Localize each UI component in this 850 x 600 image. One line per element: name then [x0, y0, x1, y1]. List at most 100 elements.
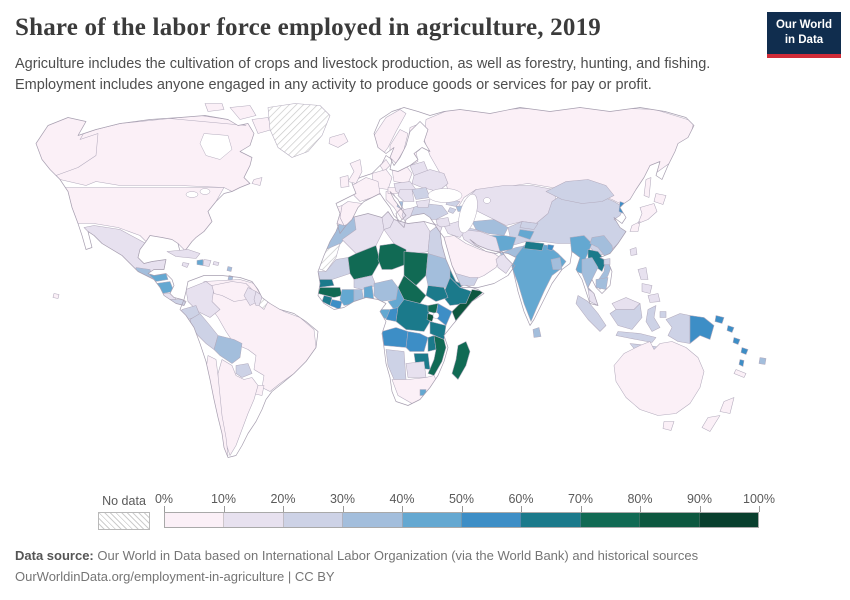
legend-tick-label: 100%: [743, 492, 775, 506]
country-lesotho[interactable]: [419, 389, 427, 396]
country-ukraine[interactable]: [411, 169, 449, 192]
country-denmark[interactable]: [379, 159, 391, 172]
country-south-korea[interactable]: [625, 215, 635, 226]
country-canada-newfoundland[interactable]: [251, 177, 263, 186]
legend-segment-90-100%[interactable]: [699, 513, 759, 527]
country-venezuela[interactable]: [211, 281, 253, 302]
country-ghana[interactable]: [353, 289, 365, 304]
country-finland[interactable]: [407, 123, 427, 156]
legend-segment-0-10%[interactable]: [165, 513, 225, 527]
great-lakes: [185, 191, 199, 198]
country-vanuatu[interactable]: [738, 359, 745, 367]
country-nicaragua[interactable]: [155, 281, 175, 294]
country-ireland[interactable]: [339, 175, 350, 188]
country-paraguay[interactable]: [235, 363, 253, 378]
legend-segment-80-90%[interactable]: [640, 513, 700, 527]
country-greenland[interactable]: [267, 103, 331, 158]
country-japan[interactable]: [629, 193, 667, 232]
country-nepal[interactable]: [523, 241, 545, 251]
legend-tick-mark: [640, 506, 641, 512]
country-indonesia-moluccas[interactable]: [659, 311, 667, 318]
country-indonesia-sumatra[interactable]: [575, 295, 607, 332]
data-source-line: Data source: Our World in Data based on …: [15, 546, 835, 567]
country-puerto-rico[interactable]: [212, 261, 220, 266]
country-syria[interactable]: [435, 217, 451, 228]
country-indonesia-kalimantan[interactable]: [609, 303, 643, 330]
country-australia[interactable]: [613, 341, 705, 416]
legend-tick-label: 50%: [448, 492, 475, 506]
country-zambia[interactable]: [405, 331, 429, 352]
country-uk[interactable]: [347, 159, 363, 184]
country-sri-lanka[interactable]: [532, 327, 542, 338]
country-honduras[interactable]: [149, 271, 169, 282]
country-bulgaria[interactable]: [415, 199, 431, 208]
legend-tick-mark: [759, 506, 760, 512]
country-angola[interactable]: [381, 327, 409, 348]
country-indonesia-sulawesi[interactable]: [645, 305, 661, 332]
country-guinea[interactable]: [318, 287, 343, 298]
legend-segment-30-40%[interactable]: [343, 513, 403, 527]
country-togo-benin[interactable]: [363, 285, 375, 302]
country-fiji[interactable]: [758, 357, 767, 365]
country-tajikistan[interactable]: [517, 229, 535, 240]
country-usa-hawaii[interactable]: [52, 293, 60, 299]
country-poland[interactable]: [391, 165, 413, 184]
country-madagascar[interactable]: [451, 341, 471, 380]
country-lesser-antilles[interactable]: [226, 266, 234, 281]
owid-url-line[interactable]: OurWorldinData.org/employment-in-agricul…: [15, 568, 335, 584]
country-australia-tasmania[interactable]: [662, 421, 675, 431]
country-indonesia-west-papua[interactable]: [665, 313, 691, 344]
country-chad[interactable]: [403, 251, 429, 286]
country-iceland[interactable]: [328, 133, 349, 148]
country-dominican-republic[interactable]: [202, 259, 212, 267]
owid-logo[interactable]: Our World in Data: [767, 12, 841, 58]
country-nigeria[interactable]: [373, 279, 399, 302]
country-south-africa[interactable]: [391, 375, 439, 404]
no-data-swatch[interactable]: [98, 512, 150, 530]
country-ethiopia[interactable]: [441, 277, 473, 306]
legend-segment-40-50%[interactable]: [402, 513, 463, 527]
country-papua-new-guinea[interactable]: [689, 315, 715, 344]
legend-segment-70-80%[interactable]: [580, 513, 641, 527]
country-guatemala[interactable]: [135, 267, 153, 280]
legend-tick-label: 30%: [329, 492, 356, 506]
country-mongolia[interactable]: [545, 179, 615, 204]
legend-segment-60-70%[interactable]: [521, 513, 581, 527]
country-mozambique[interactable]: [427, 335, 447, 376]
country-colombia[interactable]: [185, 281, 221, 318]
country-balkans[interactable]: [397, 189, 415, 202]
country-laos[interactable]: [587, 249, 607, 272]
country-solomon-islands[interactable]: [732, 337, 749, 355]
country-rwanda-burundi[interactable]: [426, 313, 435, 322]
country-bhutan[interactable]: [546, 244, 555, 251]
country-haiti[interactable]: [196, 259, 204, 266]
country-jamaica[interactable]: [181, 262, 190, 268]
country-drc[interactable]: [395, 299, 431, 332]
country-cuba[interactable]: [166, 249, 201, 259]
country-cambodia[interactable]: [595, 277, 609, 290]
country-new-zealand[interactable]: [701, 397, 735, 432]
country-armenia[interactable]: [447, 207, 457, 214]
country-canada-arctic-islands[interactable]: [204, 103, 225, 112]
country-uganda[interactable]: [427, 303, 439, 314]
country-philippines[interactable]: [637, 267, 661, 303]
country-canada-arctic-islands[interactable]: [229, 105, 257, 120]
country-senegal[interactable]: [316, 279, 335, 288]
country-china-hainan[interactable]: [603, 258, 611, 265]
country-indonesia-java[interactable]: [615, 331, 657, 343]
subtitle-line2: Employment includes anyone engaged in an…: [15, 77, 652, 94]
country-peru[interactable]: [189, 313, 219, 350]
country-russia-sakhalin[interactable]: [643, 177, 652, 198]
country-botswana[interactable]: [405, 361, 427, 378]
country-png-islands[interactable]: [714, 315, 735, 333]
country-romania[interactable]: [411, 187, 431, 200]
country-bolivia[interactable]: [213, 335, 243, 364]
country-taiwan[interactable]: [629, 247, 638, 256]
legend-segment-20-30%[interactable]: [283, 513, 344, 527]
country-bangladesh[interactable]: [550, 257, 563, 270]
legend-segment-10-20%[interactable]: [224, 513, 284, 527]
country-new-caledonia[interactable]: [733, 369, 747, 378]
country-kyrgyzstan[interactable]: [519, 221, 539, 230]
country-south-sudan[interactable]: [425, 285, 449, 302]
legend-segment-50-60%[interactable]: [462, 513, 522, 527]
